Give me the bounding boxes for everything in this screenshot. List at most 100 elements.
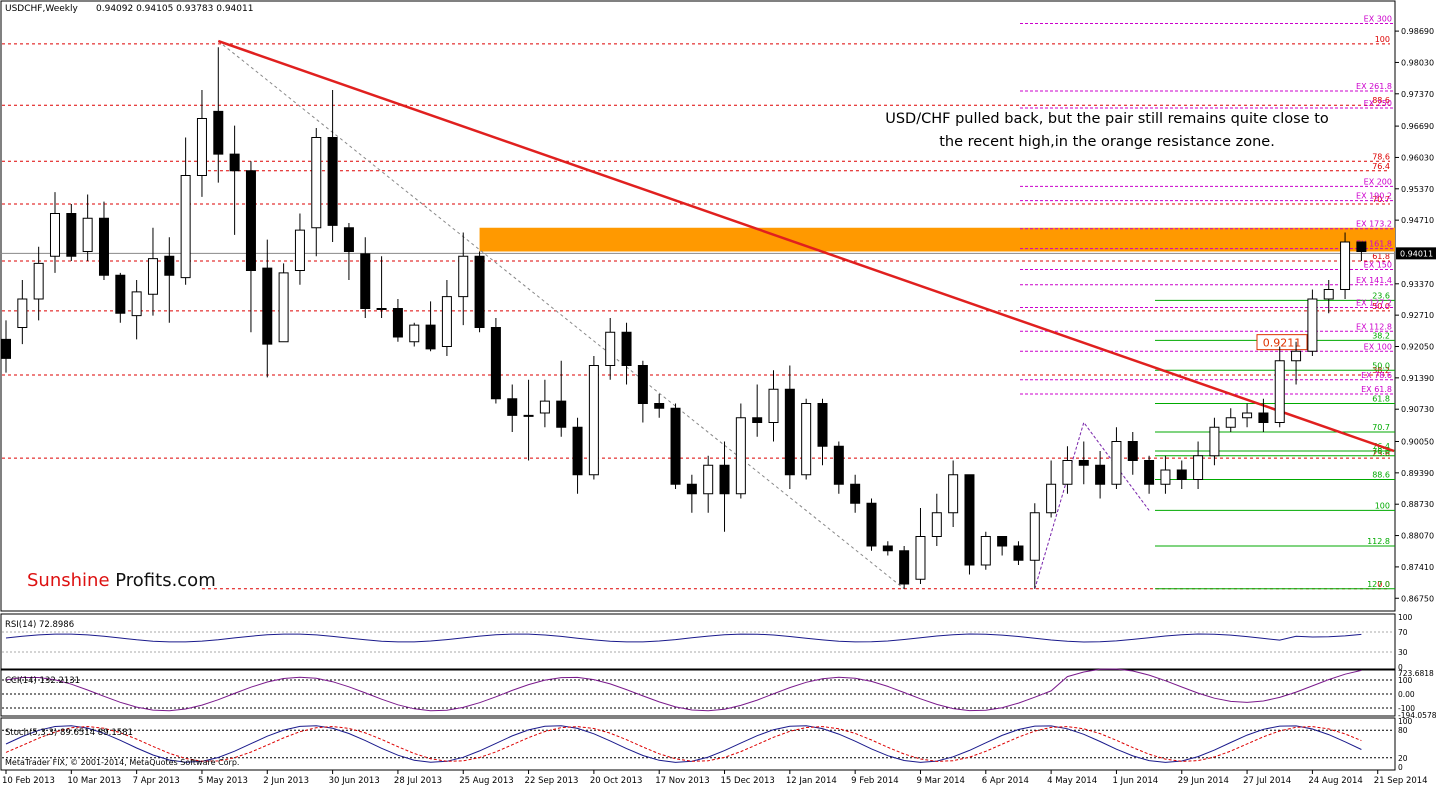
candle-body-20 [327,137,338,226]
indicators-layer: 10070300723.68181000.00-100-194.05781008… [2,613,1436,772]
candle-body-31 [507,398,518,416]
y-tick-label-9: 0.92050 [1401,343,1434,352]
y-tick-label-3: 0.96690 [1401,122,1434,131]
cci-tick-1: 100 [1398,676,1413,685]
ext-level-label-9: EX 127.2 [1356,299,1392,308]
y-tick-label-12: 0.90050 [1401,438,1434,447]
y-tick-label-10: 0.91390 [1401,374,1434,383]
candle-body-18 [294,229,305,271]
candle-body-72 [1176,469,1187,480]
x-tick-label-2: 7 Apr 2013 [133,776,180,786]
ext-level-label-8: EX 141.4 [1356,276,1392,285]
candle-body-59 [964,474,975,566]
fib-level-label-1: 88.6 [1372,96,1390,105]
candle-body-70 [1144,460,1155,485]
brand-part-2: Profits.com [110,570,216,591]
rsi-tick-2: 30 [1398,648,1408,657]
candle-body-23 [376,308,387,310]
candle-body-6 [98,217,109,276]
x-tick-label-3: 5 May 2013 [198,776,248,786]
candle-body-76 [1242,412,1253,419]
candle-body-77 [1258,412,1269,423]
panes-layer [0,0,1396,771]
candle-body-8 [131,291,142,317]
candle-body-22 [360,253,371,309]
green-level-label-4: 70.7 [1372,423,1390,432]
support-callout-box [1256,334,1308,351]
candle-body-55 [899,550,910,585]
y-tick-label-5: 0.95370 [1401,185,1434,194]
resistance-zone [479,227,1395,252]
green-level-label-1: 38.2 [1372,331,1390,340]
x-tick-label-10: 17 Nov 2013 [655,776,709,786]
fib-level-label-4: 70.7 [1372,195,1390,204]
candle-body-41 [670,407,681,485]
stoch-tick-2: 20 [1398,754,1408,763]
green-level-label-9: 112.8 [1367,537,1390,546]
candle-body-11 [180,175,191,279]
candle-body-2 [33,262,44,300]
fib-level-label-6: 50.0 [1372,302,1390,311]
green-level-label-0: 23.6 [1372,291,1390,300]
x-tick-label-8: 22 Sep 2013 [525,776,579,786]
candle-body-61 [997,536,1008,547]
rsi-tick-0: 100 [1398,613,1413,622]
candle-body-48 [784,388,795,476]
brand-logo: Sunshine Profits.com [27,570,216,591]
candle-body-69 [1127,441,1138,461]
x-tick-label-16: 4 May 2014 [1047,776,1097,786]
candle-body-38 [621,331,632,366]
candle-body-26 [425,324,436,350]
pane-frame-2 [0,669,1396,717]
candle-body-81 [1323,289,1334,300]
y-tick-label-2: 0.97370 [1401,90,1434,99]
y-tick-label-11: 0.90730 [1401,405,1434,414]
annotation-line-1: USD/CHF pulled back, but the pair still … [885,111,1329,127]
text-layer: USDCHF,Weekly 0.94092 0.94105 0.93783 0.… [5,4,1329,767]
fib-level-label-8: 23.6 [1372,449,1390,458]
pane-frame-0 [0,0,1396,612]
candle-body-39 [637,365,648,404]
cci-tick-3: -100 [1398,704,1415,713]
candle-body-73 [1193,455,1204,480]
candle-body-32 [523,414,534,417]
candle-body-75 [1225,417,1236,428]
rsi-line [5,633,1362,643]
ext-level-label-4: EX 190.2 [1356,192,1392,201]
current-price-tag [1396,247,1436,260]
candle-body-58 [948,474,959,514]
ext-level-label-5: EX 173.2 [1356,220,1392,229]
candle-body-12 [196,118,207,176]
stoch-main-line [5,725,1362,763]
green-level-label-6: 78.6 [1372,447,1390,456]
x-tick-label-21: 21 Sep 2014 [1374,776,1428,786]
candle-body-0 [1,338,11,359]
x-tick-label-18: 29 Jun 2014 [1178,776,1229,786]
candle-body-7 [115,274,126,314]
cci-label: CCI(14) 132.2131 [5,676,80,686]
fib-level-label-2: 78.6 [1372,152,1390,161]
candle-body-3 [49,213,60,257]
candle-body-74 [1209,426,1220,457]
ohlc-header: 0.94092 0.94105 0.93783 0.94011 [96,4,253,14]
brand-part-1: Sunshine [27,570,110,591]
y-tick-label-6: 0.94710 [1401,216,1434,225]
green-level-label-8: 100 [1375,501,1390,510]
chart-title: USDCHF,Weekly [5,4,78,14]
cci-tick-0: 723.6818 [1398,669,1434,678]
pane-frame-1 [0,613,1396,670]
stoch-label: Stoch(5,3,3) 89.6514 89.1581 [5,728,133,738]
y-tick-label-14: 0.88730 [1401,500,1434,509]
fib-level-label-9: 0.0 [1377,580,1390,589]
candle-body-17 [278,272,289,343]
candle-body-9 [147,258,158,295]
copyright: MetaTrader FIX, © 2001-2014, MetaQuotes … [5,758,239,767]
levels-layer: 10088.678.676.470.761.850.038.223.60.023… [0,15,1395,590]
candle-body-46 [752,417,763,423]
candle-body-65 [1062,460,1073,485]
candle-body-44 [719,464,730,495]
candle-body-42 [686,483,697,495]
candle-body-52 [850,483,861,504]
candle-body-49 [801,403,812,476]
